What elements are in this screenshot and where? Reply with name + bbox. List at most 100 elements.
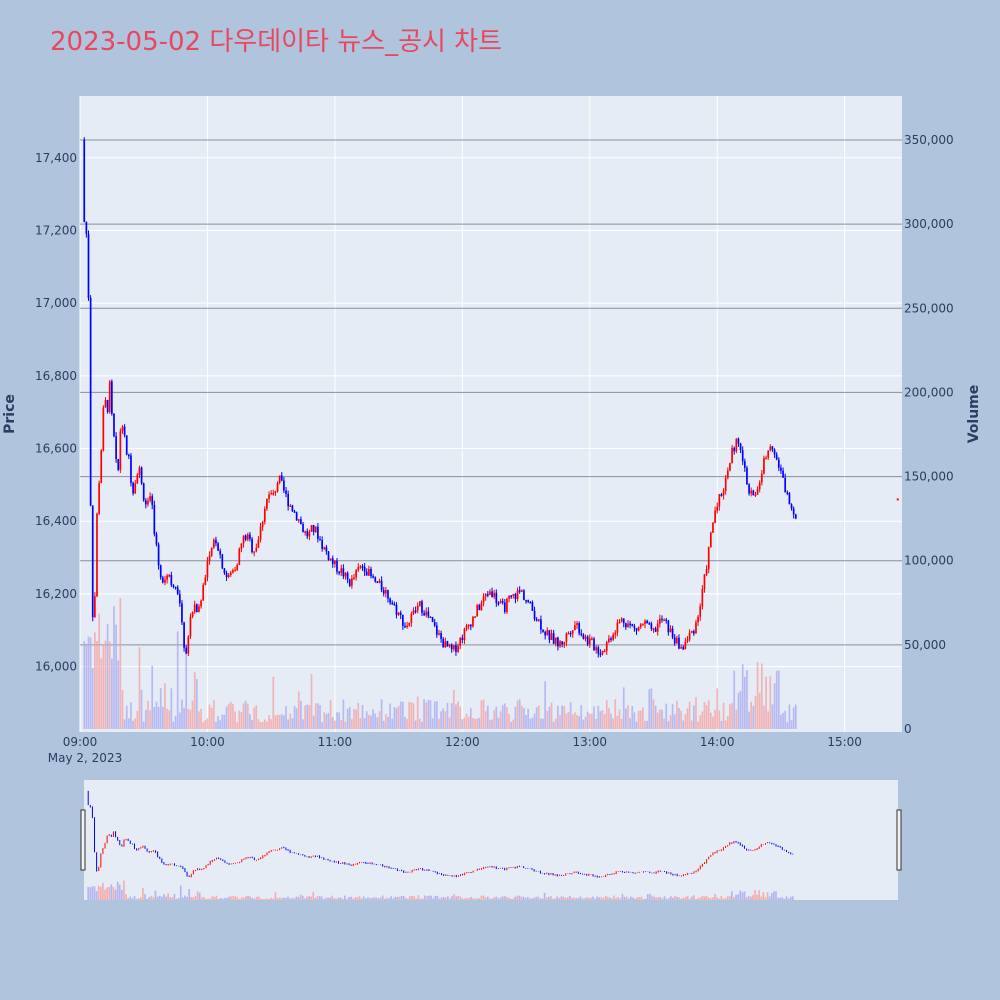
candle-body	[480, 602, 483, 610]
candle-body	[603, 650, 606, 653]
candle-body	[695, 622, 697, 634]
range-volume-bar	[112, 887, 115, 900]
volume-bar	[94, 632, 96, 729]
volume-bar	[673, 714, 676, 729]
range-volume-bar	[554, 898, 556, 900]
candle-body	[559, 641, 561, 647]
range-volume-bar	[243, 897, 245, 900]
volume-bar	[257, 719, 260, 729]
range-volume-bar	[474, 898, 477, 900]
candle-body	[365, 571, 368, 576]
candle-body	[189, 616, 192, 637]
range-volume-bar	[413, 896, 416, 900]
volume-bar	[176, 631, 179, 729]
candle-body	[661, 618, 663, 621]
candle-body	[83, 139, 86, 222]
candle-body	[187, 636, 190, 654]
volume-tick-label: 50,000	[904, 638, 946, 652]
volume-bar	[353, 708, 355, 729]
candle-body	[206, 561, 209, 578]
range-volume-bar	[722, 898, 725, 900]
candle-body	[172, 585, 175, 587]
volume-bar	[775, 670, 778, 729]
volume-bar	[185, 654, 188, 729]
candle-body	[111, 381, 113, 414]
range-volume-bar	[684, 896, 687, 900]
volume-bar	[448, 717, 451, 729]
range-volume-bar	[592, 896, 594, 900]
volume-bar	[531, 717, 534, 729]
range-volume-bar	[768, 896, 771, 900]
candle-body	[408, 622, 411, 626]
volume-bar	[91, 668, 94, 729]
candle-body	[614, 632, 617, 635]
candle-body	[605, 642, 608, 651]
range-volume-bar	[383, 898, 386, 900]
range-volume-bar	[512, 898, 514, 900]
candle-body	[164, 579, 166, 583]
range-volume-bar	[404, 898, 407, 900]
range-volume-bar	[118, 884, 121, 900]
time-tick-label: 10:00	[190, 735, 225, 749]
range-volume-bar	[398, 896, 401, 900]
volume-bar	[684, 714, 687, 729]
volume-bar	[380, 699, 383, 729]
candle-body	[618, 621, 621, 624]
price-tick-label: 17,000	[35, 296, 77, 310]
volume-bar	[737, 692, 740, 729]
volume-bar	[642, 707, 644, 729]
volume-bar	[157, 706, 160, 729]
range-volume-bar	[653, 896, 655, 900]
range-volume-bar	[213, 896, 216, 900]
volume-bar	[435, 701, 438, 729]
range-volume-bar	[661, 898, 664, 900]
range-volume-bar	[505, 896, 508, 900]
range-volume-bar	[407, 898, 409, 900]
candle-body	[176, 587, 179, 595]
volume-bar	[486, 705, 489, 729]
volume-bar	[746, 670, 748, 729]
range-volume-bar	[770, 893, 773, 900]
volume-tick-label: 0	[904, 722, 912, 736]
price-tick-label: 16,600	[35, 442, 77, 456]
range-volume-bar	[291, 897, 294, 900]
volume-bar	[89, 637, 92, 729]
candle-body	[421, 601, 423, 613]
range-volume-bar	[754, 890, 756, 900]
candle-body	[257, 539, 260, 548]
range-volume-bar	[718, 898, 721, 900]
volume-bar	[372, 709, 374, 729]
range-volume-bar	[478, 898, 481, 900]
last-price-marker	[896, 498, 899, 501]
volume-bar	[790, 720, 793, 729]
range-volume-bar	[297, 896, 300, 900]
volume-bar	[98, 613, 100, 729]
range-volume-bar	[569, 895, 571, 900]
volume-bar	[104, 640, 107, 729]
volume-bar	[720, 720, 723, 729]
range-slider-left-handle[interactable]	[80, 809, 86, 871]
volume-bar	[760, 663, 763, 729]
candle-body	[459, 637, 462, 646]
candle-body	[238, 548, 241, 566]
candle-body	[193, 604, 196, 613]
range-volume-bar	[268, 898, 270, 900]
range-volume-bar	[529, 898, 531, 900]
candle-body	[508, 595, 510, 599]
range-volume-bar	[261, 898, 264, 900]
range-volume-bar	[436, 895, 439, 900]
volume-bar	[735, 709, 738, 729]
range-volume-bar	[577, 898, 580, 900]
candle-body	[404, 625, 406, 628]
volume-bar	[472, 718, 474, 729]
volume-bar	[391, 718, 394, 729]
range-slider-right-handle[interactable]	[896, 809, 902, 871]
volume-bar	[499, 711, 502, 729]
candle-body	[104, 399, 107, 408]
volume-bar	[565, 713, 568, 729]
volume-bar	[557, 705, 559, 729]
volume-bar	[563, 706, 566, 729]
candle-body	[246, 534, 249, 540]
volume-bar	[493, 710, 496, 729]
volume-bar	[480, 700, 483, 729]
